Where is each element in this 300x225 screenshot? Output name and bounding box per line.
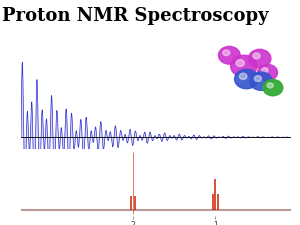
- Circle shape: [262, 68, 268, 73]
- Circle shape: [254, 76, 261, 81]
- Circle shape: [253, 53, 260, 59]
- Circle shape: [218, 46, 240, 64]
- Circle shape: [267, 83, 273, 88]
- Circle shape: [250, 72, 272, 90]
- Circle shape: [236, 60, 244, 67]
- Circle shape: [263, 80, 283, 96]
- Circle shape: [248, 49, 271, 68]
- Circle shape: [239, 73, 247, 79]
- Circle shape: [223, 50, 230, 56]
- Circle shape: [258, 64, 278, 81]
- Circle shape: [231, 55, 257, 77]
- Text: Proton NMR Spectroscopy: Proton NMR Spectroscopy: [2, 7, 268, 25]
- Circle shape: [235, 69, 258, 89]
